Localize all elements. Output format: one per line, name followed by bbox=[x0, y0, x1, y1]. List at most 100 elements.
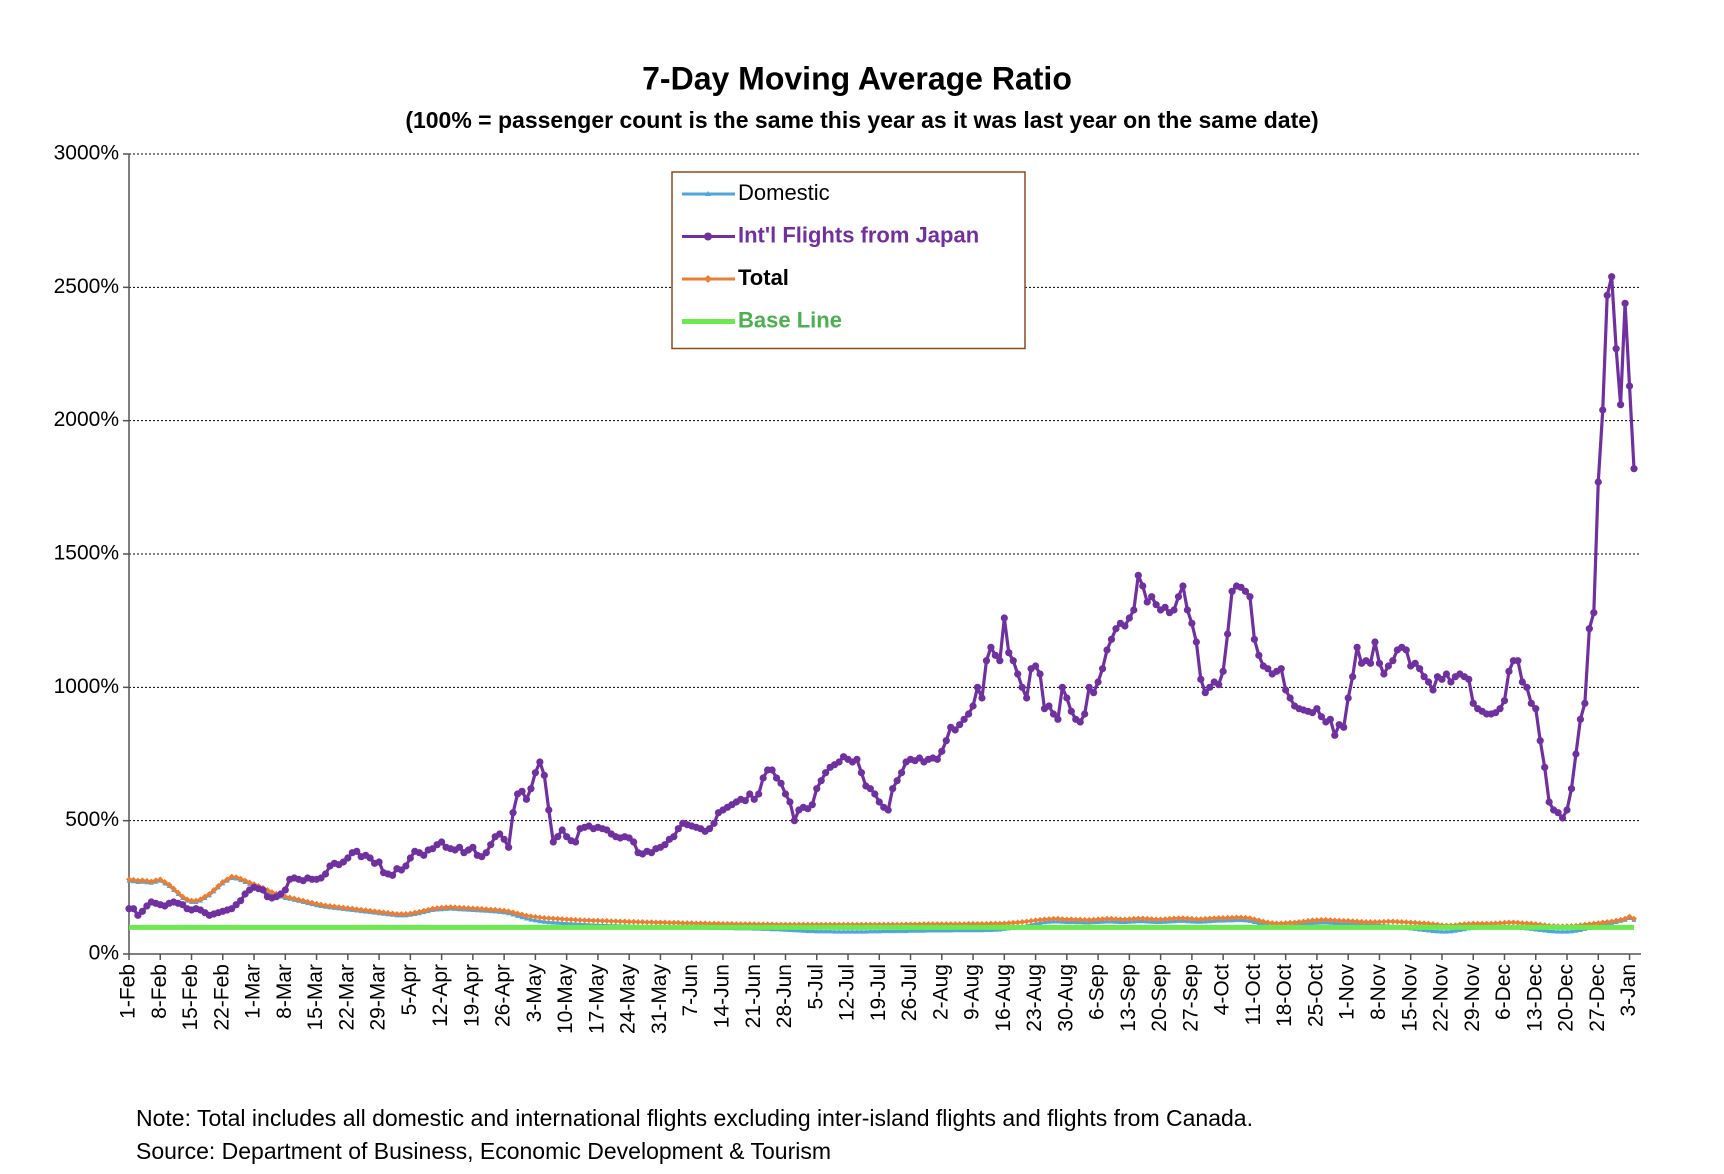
data-point bbox=[585, 917, 592, 924]
data-point bbox=[385, 909, 392, 916]
data-point bbox=[281, 886, 289, 894]
data-point bbox=[1211, 915, 1218, 922]
y-tick-label: 500% bbox=[65, 808, 119, 831]
data-point bbox=[1542, 928, 1548, 933]
data-point bbox=[1036, 670, 1044, 678]
data-point bbox=[1031, 662, 1040, 670]
x-tick-label: 12-Apr bbox=[429, 964, 452, 1027]
data-point bbox=[447, 904, 454, 911]
data-point bbox=[612, 918, 619, 925]
data-point bbox=[781, 790, 790, 798]
x-tick-label: 15-Feb bbox=[179, 964, 202, 1031]
data-point bbox=[1367, 919, 1374, 925]
data-point bbox=[809, 928, 815, 934]
data-point bbox=[599, 917, 606, 924]
data-point bbox=[375, 858, 383, 866]
data-point bbox=[1157, 916, 1164, 923]
data-point bbox=[1327, 917, 1334, 924]
data-point bbox=[1130, 915, 1137, 922]
data-point bbox=[863, 929, 869, 934]
x-tick-label: 3-May bbox=[523, 964, 546, 1023]
data-point bbox=[1546, 928, 1552, 934]
data-point bbox=[304, 898, 311, 905]
data-point bbox=[1551, 928, 1557, 934]
data-point bbox=[1590, 609, 1598, 617]
data-point bbox=[786, 798, 794, 806]
data-point bbox=[1104, 915, 1111, 922]
data-point bbox=[184, 896, 191, 903]
data-point bbox=[1067, 707, 1075, 715]
data-point bbox=[344, 905, 351, 912]
y-tick-label: 2000% bbox=[54, 408, 119, 431]
data-point bbox=[358, 906, 365, 913]
data-point bbox=[1081, 710, 1089, 718]
data-point bbox=[483, 906, 490, 913]
data-point bbox=[1188, 915, 1195, 922]
data-point bbox=[344, 854, 352, 862]
x-tick-label: 14-Jun bbox=[711, 964, 734, 1028]
data-point bbox=[469, 843, 477, 851]
data-point bbox=[1429, 686, 1437, 694]
data-point bbox=[1086, 916, 1093, 923]
data-point bbox=[188, 897, 195, 904]
data-point bbox=[541, 915, 548, 921]
data-point bbox=[1394, 918, 1401, 925]
data-point bbox=[340, 904, 347, 911]
x-tick-label: 8-Feb bbox=[148, 964, 171, 1019]
data-point bbox=[978, 694, 986, 702]
data-point bbox=[939, 928, 945, 933]
data-point bbox=[1331, 917, 1338, 924]
data-point bbox=[572, 916, 579, 923]
x-tick-label: 8-Mar bbox=[273, 964, 296, 1019]
data-point bbox=[817, 777, 825, 785]
data-point bbox=[1246, 915, 1253, 922]
data-point bbox=[237, 897, 245, 905]
data-point bbox=[1523, 683, 1531, 691]
data-point bbox=[1170, 606, 1178, 614]
data-point bbox=[541, 919, 547, 924]
data-point bbox=[1625, 382, 1634, 390]
data-point bbox=[1344, 694, 1352, 702]
data-point bbox=[1617, 916, 1624, 923]
data-point bbox=[938, 747, 946, 755]
data-point bbox=[814, 928, 820, 934]
data-point bbox=[326, 903, 333, 909]
y-tick-label: 2500% bbox=[54, 275, 119, 298]
data-point bbox=[1558, 814, 1567, 822]
x-tick-label: 1-Feb bbox=[117, 964, 140, 1019]
data-point bbox=[1121, 622, 1129, 630]
data-point bbox=[1233, 914, 1240, 921]
data-point bbox=[1560, 929, 1566, 934]
data-point bbox=[1626, 913, 1633, 920]
data-point bbox=[849, 929, 855, 934]
data-point bbox=[532, 913, 539, 920]
data-point bbox=[1376, 919, 1383, 925]
data-point bbox=[791, 927, 797, 933]
data-point bbox=[1599, 406, 1607, 414]
data-point bbox=[1215, 681, 1223, 689]
x-tick-label: 1-Mar bbox=[242, 964, 265, 1019]
data-point bbox=[192, 897, 199, 904]
data-point bbox=[1385, 918, 1392, 925]
data-point bbox=[438, 904, 445, 911]
data-point bbox=[1527, 699, 1535, 707]
data-point bbox=[836, 929, 842, 934]
data-point bbox=[335, 904, 342, 911]
data-point bbox=[1447, 678, 1455, 686]
y-tick-label: 1500% bbox=[54, 542, 119, 565]
data-point bbox=[353, 906, 360, 913]
data-point bbox=[1371, 638, 1379, 646]
data-point bbox=[429, 905, 436, 912]
data-point bbox=[813, 785, 821, 793]
data-point bbox=[1554, 809, 1562, 817]
note: Note: Total includes all domestic and in… bbox=[136, 1105, 1253, 1131]
data-point bbox=[1411, 659, 1419, 667]
data-point bbox=[1242, 914, 1249, 921]
data-point bbox=[943, 928, 949, 933]
data-point bbox=[527, 913, 534, 920]
data-point bbox=[1018, 683, 1026, 691]
data-point bbox=[268, 889, 275, 896]
data-point bbox=[1241, 587, 1250, 595]
data-point bbox=[1117, 916, 1124, 923]
data-point bbox=[648, 919, 655, 926]
